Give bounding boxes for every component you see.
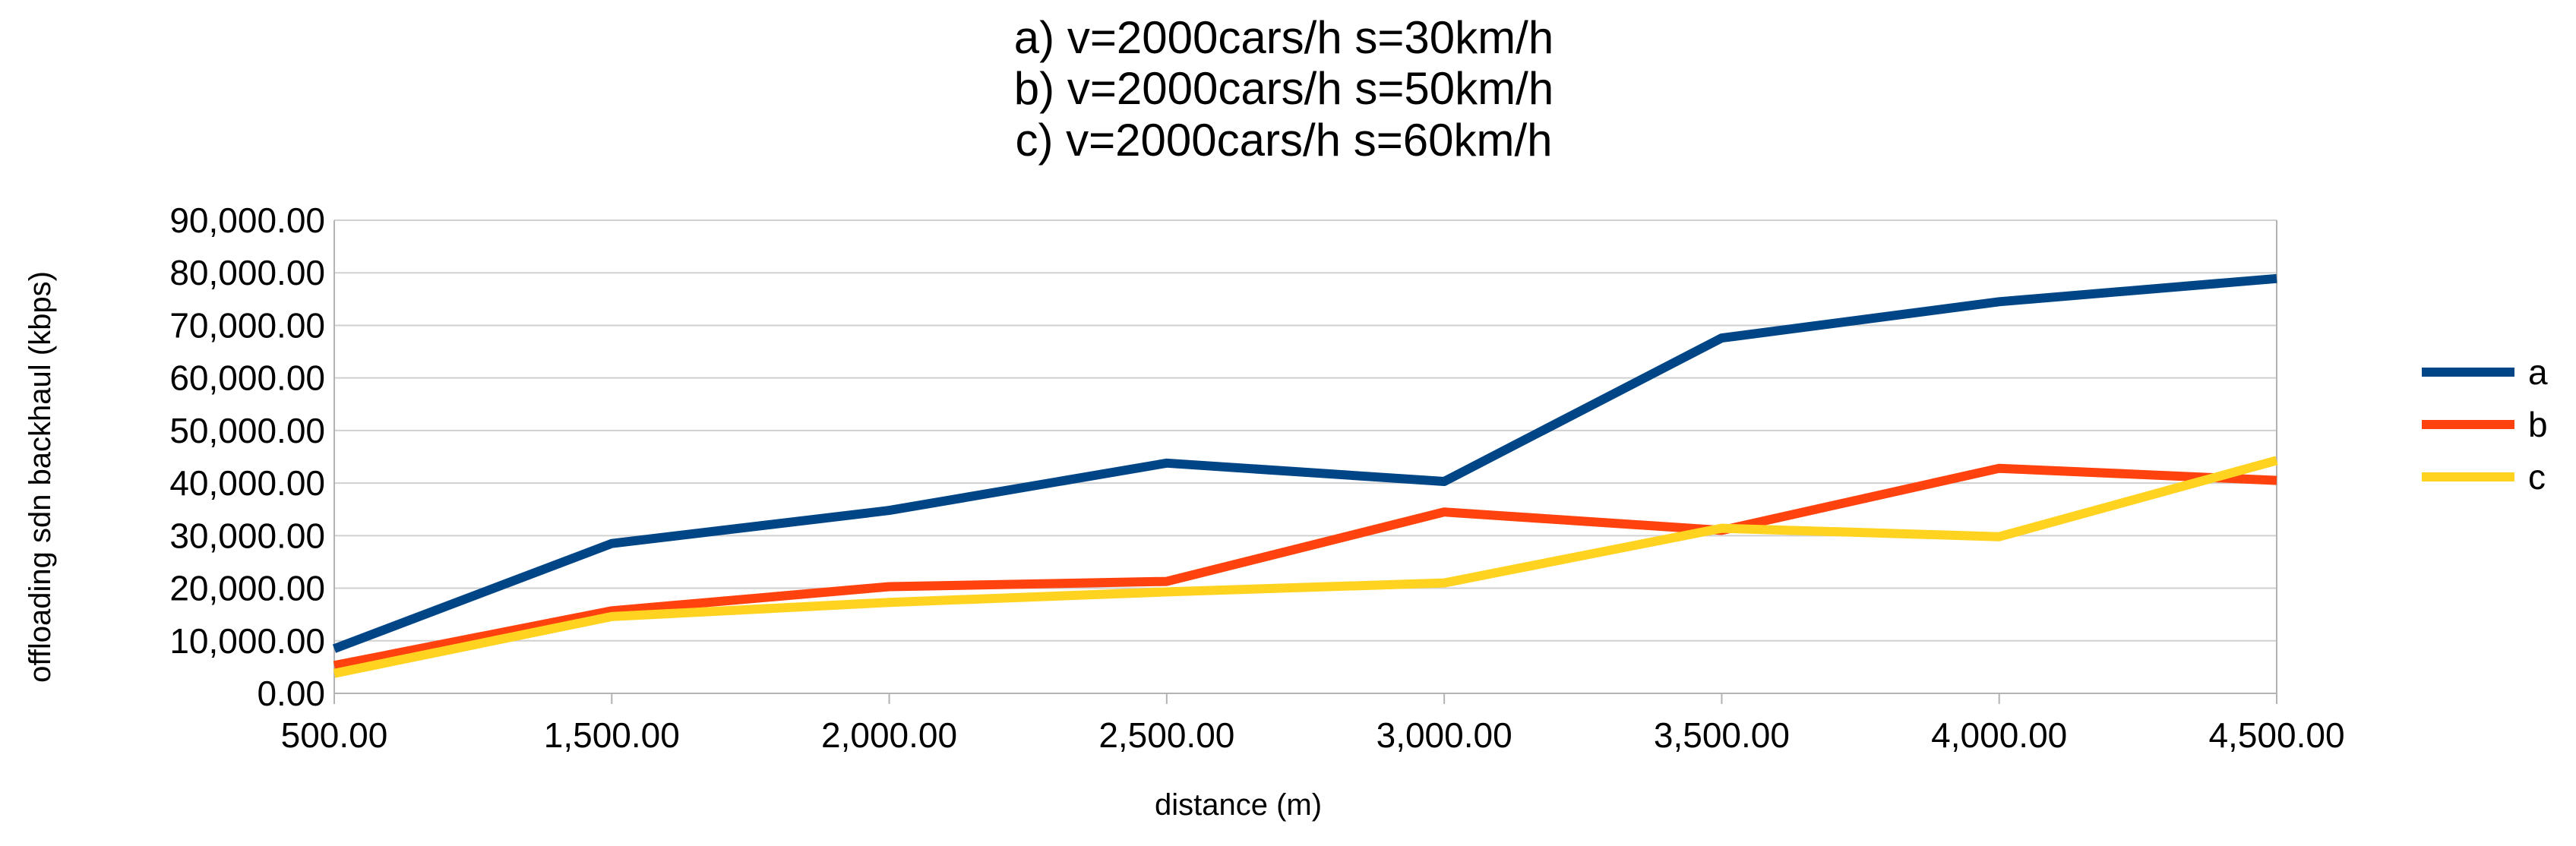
- y-tick-label: 20,000.00: [169, 569, 325, 608]
- y-tick-label: 0.00: [257, 674, 325, 713]
- x-tick-label: 1,500.00: [544, 715, 680, 755]
- chart-title: a) v=2000cars/h s=30km/h b) v=2000cars/h…: [1014, 12, 1554, 166]
- x-tick-label: 2,000.00: [821, 715, 957, 755]
- gridlines: [334, 219, 2277, 694]
- legend: abc: [2422, 352, 2548, 497]
- y-tick-label: 60,000.00: [169, 358, 325, 398]
- title-line-c: c) v=2000cars/h s=60km/h: [1015, 115, 1552, 166]
- x-tick-label: 4,500.00: [2208, 715, 2344, 755]
- y-tick-label: 50,000.00: [169, 411, 325, 450]
- x-tick-label: 3,000.00: [1377, 715, 1512, 755]
- series-line-a: [332, 273, 2277, 653]
- x-tick-label: 3,500.00: [1654, 715, 1790, 755]
- y-tick-label: 30,000.00: [169, 516, 325, 555]
- title-line-b: b) v=2000cars/h s=50km/h: [1014, 63, 1554, 114]
- x-tick-labels: 500.00 1,500.00 2,000.00 2,500.00 3,000.00 3,…: [281, 715, 2345, 755]
- y-tick-label: 40,000.00: [169, 463, 325, 503]
- x-axis-title: distance (m): [1155, 788, 1322, 822]
- series-line-c: [333, 456, 2278, 678]
- y-tick-label: 80,000.00: [169, 253, 325, 292]
- y-tick-label: 90,000.00: [169, 200, 325, 240]
- y-tick-labels: 0.00 10,000.00 20,000.00 30,000.00 40,000.00…: [169, 200, 325, 713]
- title-line-a: a) v=2000cars/h s=30km/h: [1014, 12, 1554, 63]
- y-tick-label: 10,000.00: [169, 621, 325, 661]
- y-tick-label: 70,000.00: [169, 305, 325, 345]
- legend-label-b: b: [2528, 405, 2548, 444]
- x-tick-label: 2,500.00: [1098, 715, 1234, 755]
- x-tick-label: 500.00: [281, 715, 388, 755]
- axes: [333, 220, 2277, 704]
- legend-label-a: a: [2528, 352, 2548, 392]
- series-line-b: [333, 463, 2277, 671]
- x-tick-label: 4,000.00: [1931, 715, 2067, 755]
- y-axis-title: offloading sdn backhaul (kbps): [24, 271, 57, 683]
- legend-label-c: c: [2528, 457, 2546, 497]
- series-lines: [332, 273, 2278, 678]
